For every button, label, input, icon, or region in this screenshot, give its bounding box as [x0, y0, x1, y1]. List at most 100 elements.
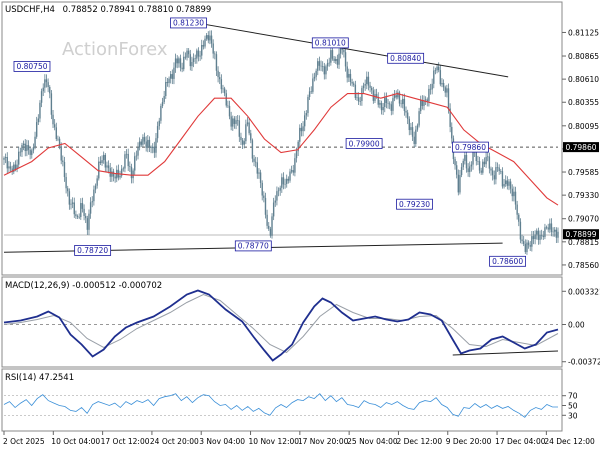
macd-signal-line	[3, 293, 559, 354]
candle	[460, 163, 463, 178]
annotation-box	[311, 37, 349, 49]
candle-body	[398, 92, 401, 104]
candle-body	[418, 111, 420, 126]
candle-body	[433, 70, 435, 84]
candle	[395, 90, 397, 100]
candle-body	[299, 127, 301, 142]
candle-body	[71, 202, 74, 204]
candle	[312, 73, 314, 94]
candle-body	[4, 157, 7, 158]
candle-body	[186, 50, 188, 58]
candle-body	[263, 195, 265, 198]
candle-body	[184, 56, 187, 58]
candle-body	[477, 161, 479, 162]
y-tick-label: 0.81125	[568, 28, 599, 37]
candle	[44, 74, 46, 93]
candle-body	[125, 153, 128, 155]
candle	[307, 94, 309, 117]
price-annotation: 0.78770	[234, 240, 272, 252]
candle	[202, 40, 205, 50]
candle	[235, 116, 237, 130]
candle-body	[506, 180, 509, 186]
candle	[392, 93, 394, 115]
candle-body	[312, 78, 314, 92]
macd-lines	[3, 289, 559, 362]
candle-body	[143, 137, 146, 142]
candle	[501, 167, 504, 189]
candle-body	[219, 77, 221, 80]
candle	[104, 153, 107, 172]
candle-body	[11, 168, 13, 173]
candle-body	[333, 58, 335, 62]
candle	[134, 152, 136, 176]
candle-body	[189, 54, 192, 67]
annotation-box	[170, 17, 207, 29]
candle	[271, 213, 273, 239]
candle	[464, 151, 466, 165]
candle-body	[393, 95, 396, 99]
candle	[446, 84, 448, 98]
candle	[228, 100, 231, 120]
candle-body	[76, 216, 79, 217]
candle-body	[243, 141, 245, 145]
candle	[317, 58, 319, 76]
candle-body	[86, 218, 89, 230]
candle-body	[286, 178, 288, 184]
candle	[402, 93, 404, 109]
candle-body	[47, 82, 49, 87]
candle	[145, 136, 147, 152]
candle-body	[196, 50, 198, 59]
candle	[78, 213, 80, 220]
candle-body	[475, 148, 477, 162]
candle	[155, 132, 157, 158]
candle	[416, 123, 419, 132]
candle	[411, 121, 414, 142]
candle	[433, 66, 435, 89]
candle-body	[289, 171, 291, 181]
candle-body	[482, 161, 484, 173]
candle-body	[362, 85, 365, 89]
candle-body	[114, 176, 116, 179]
candle	[192, 53, 195, 68]
candle-body	[356, 97, 358, 98]
candle	[462, 158, 464, 170]
candle-body	[464, 154, 466, 161]
candle-body	[129, 166, 131, 167]
candle-body	[493, 175, 495, 180]
candle-body	[132, 170, 134, 179]
candle-body	[364, 83, 366, 86]
candle	[438, 62, 440, 73]
candle-body	[410, 127, 412, 131]
candle-body	[519, 221, 522, 240]
candle	[318, 56, 321, 71]
candle	[284, 178, 286, 189]
candle	[540, 229, 543, 240]
candle	[40, 88, 43, 108]
rsi-line-path	[3, 393, 558, 418]
candle-body	[42, 87, 44, 92]
candle-body	[264, 197, 267, 215]
candle	[429, 83, 432, 95]
candle-body	[27, 145, 30, 150]
candle-body	[357, 97, 360, 102]
candle-body	[130, 166, 133, 179]
candle-body	[403, 98, 406, 111]
candle-body	[465, 154, 468, 169]
candle	[330, 44, 332, 66]
candle	[158, 117, 160, 130]
candle-body	[31, 150, 33, 155]
candle	[68, 188, 71, 210]
candle-body	[382, 107, 384, 111]
candle-body	[250, 133, 252, 141]
candle-body	[470, 164, 473, 167]
candle-body	[165, 81, 167, 97]
candle-body	[539, 235, 541, 240]
candle	[555, 227, 558, 243]
candle-body	[89, 202, 92, 214]
rsi-line	[3, 393, 558, 418]
x-tick-label: 3 Nov 04:00	[199, 437, 245, 446]
candle	[496, 162, 499, 172]
candle	[420, 95, 422, 115]
candle	[487, 151, 489, 162]
candle-body	[336, 58, 339, 65]
